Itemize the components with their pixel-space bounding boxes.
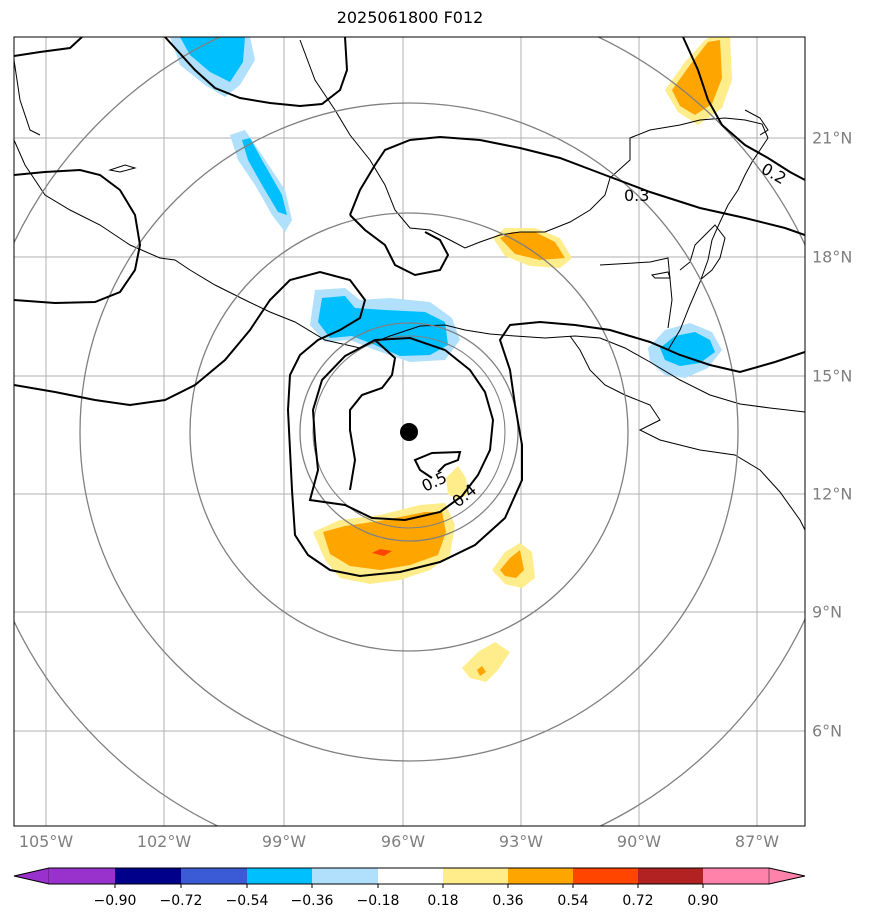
distance-rings xyxy=(14,37,805,826)
lon-label-99w: 99°W xyxy=(261,832,307,851)
graticule xyxy=(14,37,805,826)
lat-label-21n: 21°N xyxy=(812,128,853,148)
colorbar-tick-label: 0.72 xyxy=(622,893,654,909)
lon-label-105w: 105°W xyxy=(18,832,74,851)
lon-label-87w: 87°W xyxy=(734,832,780,851)
colorbar-tick-label: −0.90 xyxy=(93,893,137,909)
colorbar-tick-label: −0.18 xyxy=(356,893,400,909)
lat-label-18n: 18°N xyxy=(812,247,853,267)
lat-label-9n: 9°N xyxy=(812,602,843,622)
colorbar-tick-label: 0.54 xyxy=(557,893,589,909)
lon-label-102w: 102°W xyxy=(136,832,192,851)
colorbar-tick-label: −0.36 xyxy=(290,893,334,909)
colorbar-tick-label: 0.36 xyxy=(492,893,524,909)
lat-label-12n: 12°N xyxy=(812,484,853,504)
contours xyxy=(14,37,805,578)
lat-label-15n: 15°N xyxy=(812,366,853,386)
colorbar xyxy=(13,867,806,888)
map-title: 2025061800 F012 xyxy=(336,8,484,27)
colorbar-tick-label: −0.72 xyxy=(159,893,203,909)
map-frame xyxy=(13,36,806,827)
colorbar-tick-label: 0.90 xyxy=(687,893,719,909)
lon-label-96w: 96°W xyxy=(380,832,426,851)
colorbar-tick-label: −0.54 xyxy=(225,893,269,909)
positive-shading xyxy=(313,37,732,682)
storm-center-marker xyxy=(400,423,418,441)
lon-label-93w: 93°W xyxy=(498,832,544,851)
lat-label-6n: 6°N xyxy=(812,721,843,741)
lon-label-90w: 90°W xyxy=(616,832,662,851)
colorbar-tick-label: 0.18 xyxy=(427,893,459,909)
contour-label-0-3: 0.3 xyxy=(624,186,649,205)
